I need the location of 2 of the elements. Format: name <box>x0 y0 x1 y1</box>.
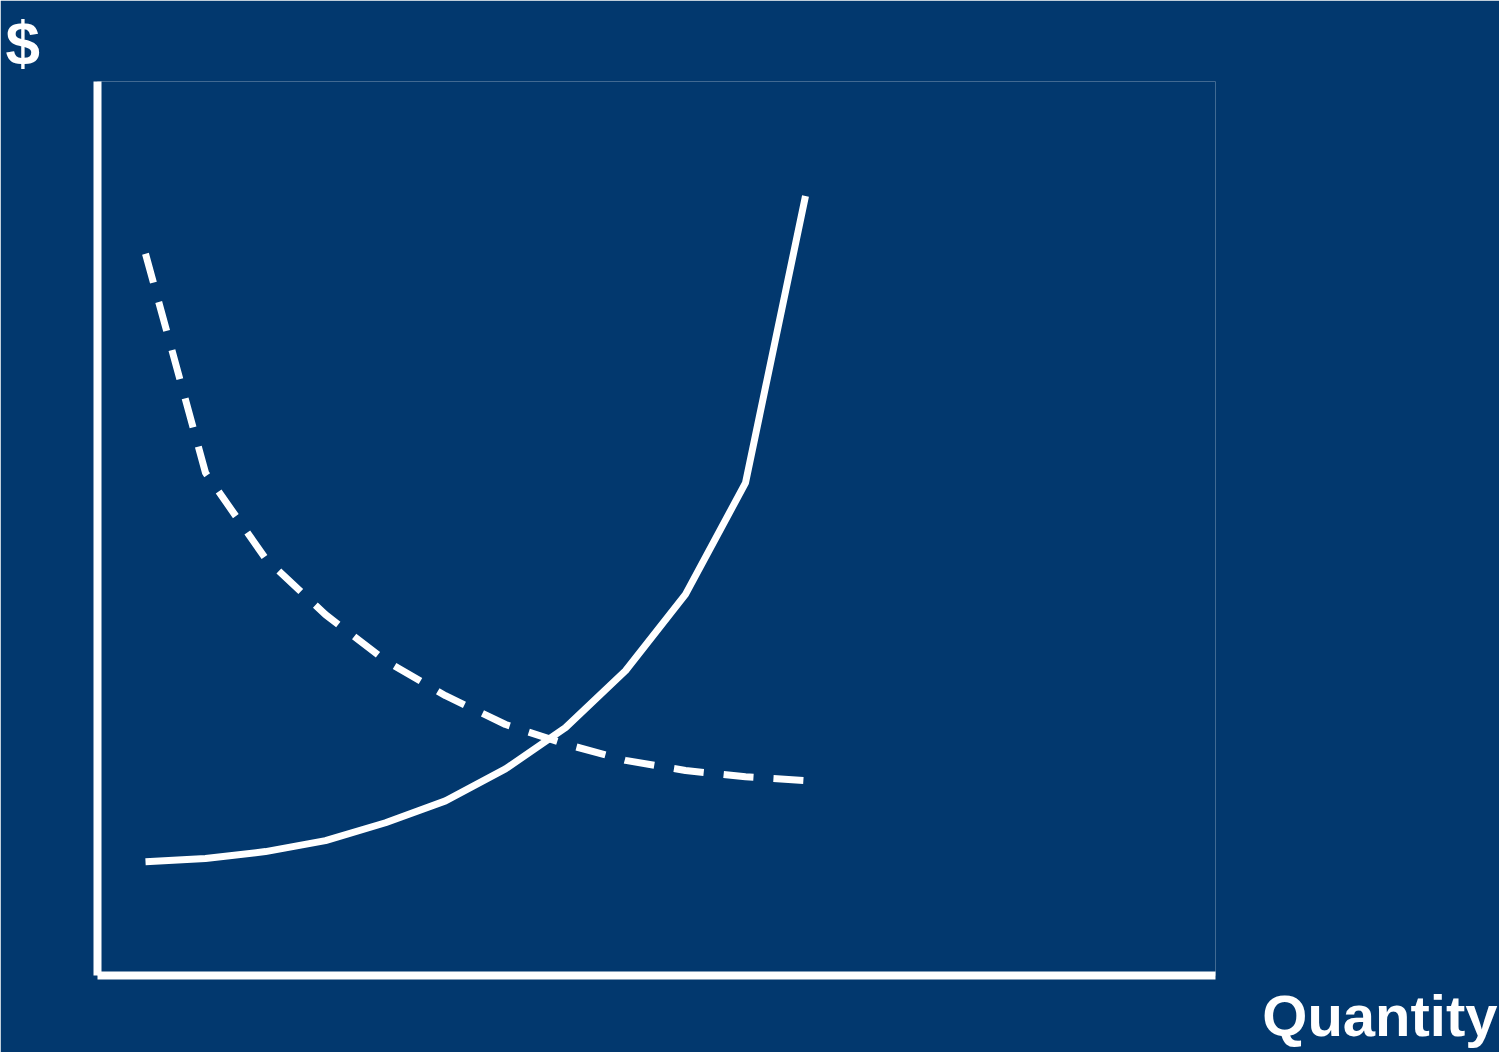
y-axis-title: $ <box>5 7 40 77</box>
text: Quantity <box>1262 982 1498 1048</box>
